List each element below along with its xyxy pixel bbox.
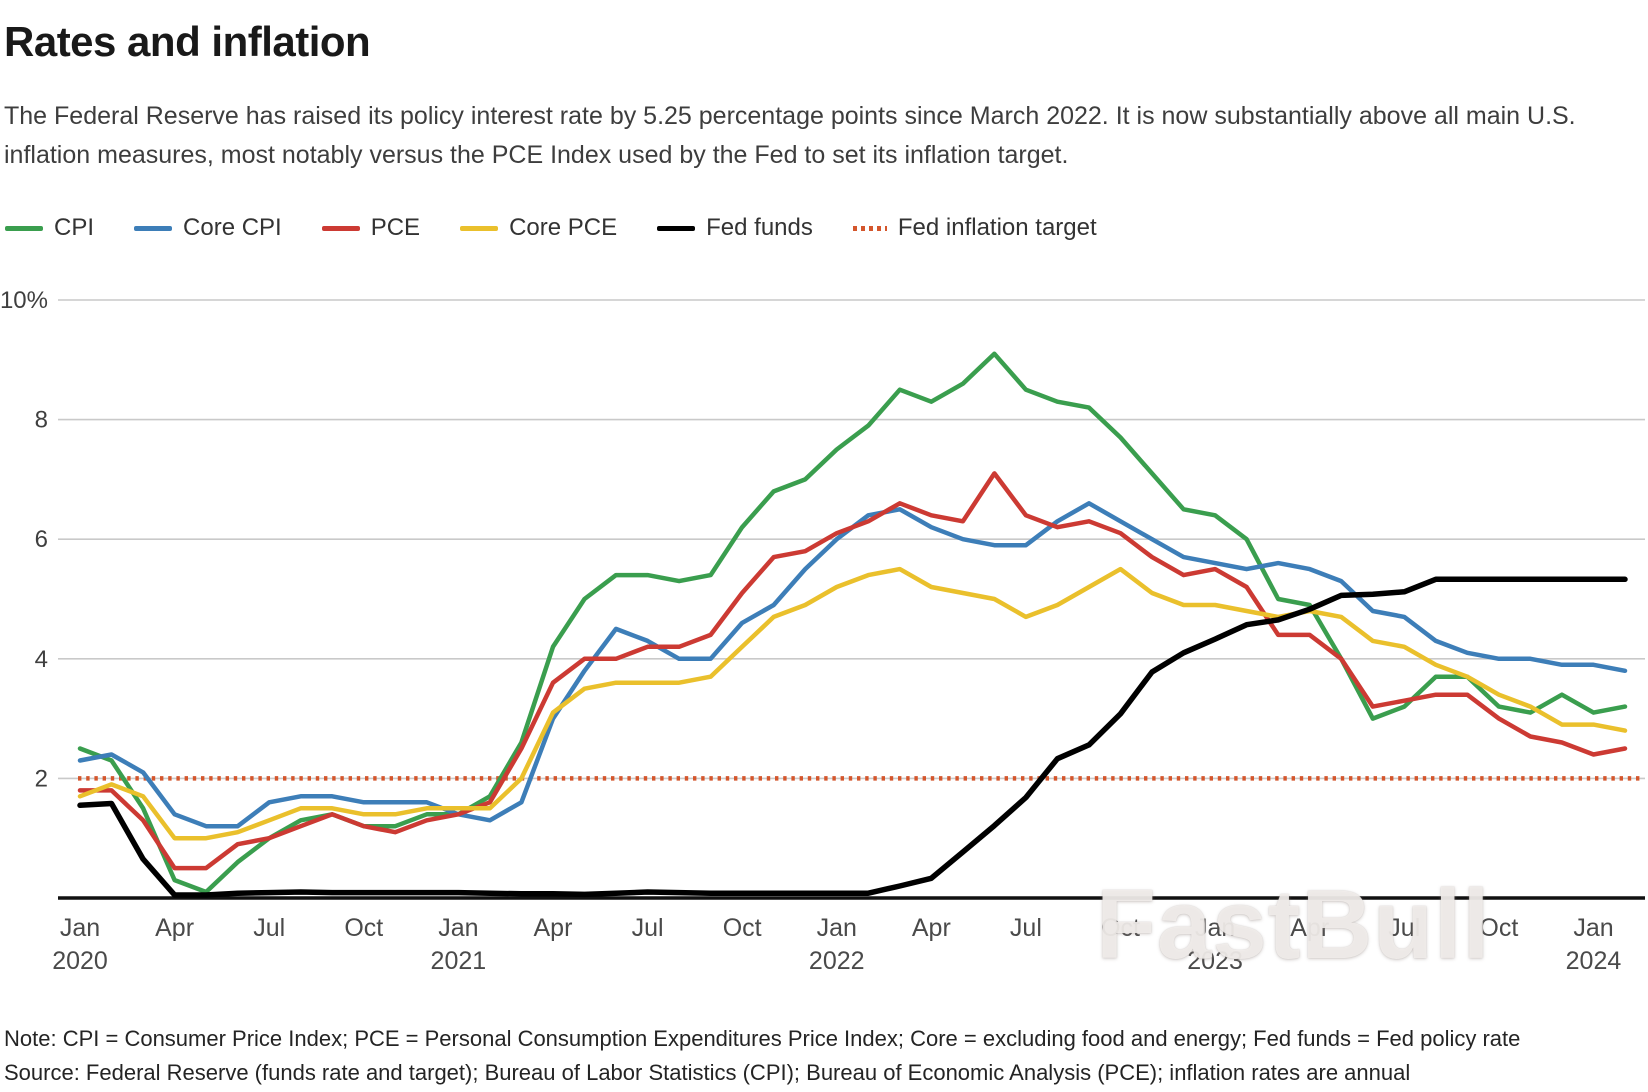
x-tick-label: Jul	[632, 914, 664, 942]
legend-item-core-pce: Core PCE	[460, 214, 617, 242]
legend-label: Core CPI	[183, 214, 282, 241]
x-tick-label: Apr	[1290, 914, 1329, 942]
legend-swatch-icon	[321, 225, 360, 231]
x-tick-label: Oct	[1101, 914, 1140, 942]
legend-item-fed-funds: Fed funds	[657, 214, 813, 242]
x-tick-label: Jul	[1010, 914, 1042, 942]
legend-swatch-icon	[5, 225, 43, 231]
x-tick-year-label: 2021	[431, 947, 487, 975]
legend-label: PCE	[370, 214, 421, 241]
x-tick-label: Jan	[438, 914, 478, 942]
legend-swatch-icon	[134, 225, 173, 231]
series-line-cpi	[77, 351, 1628, 895]
x-tick-label: Oct	[344, 914, 383, 942]
y-tick-label: 2	[35, 765, 48, 792]
y-tick-label: 4	[35, 646, 48, 673]
legend-swatch-icon	[852, 225, 887, 231]
chart-subtitle: The Federal Reserve has raised its polic…	[4, 102, 1576, 169]
y-tick-label: 10%	[0, 287, 48, 314]
x-tick-year-label: 2020	[52, 947, 108, 975]
y-tick-label: 6	[35, 526, 48, 553]
legend-label: Fed funds	[706, 214, 813, 241]
legend-label: CPI	[54, 214, 95, 241]
x-tick-label: Apr	[155, 914, 194, 942]
chart-footer: Note: CPI = Consumer Price Index; PCE = …	[4, 1022, 1520, 1090]
series-line-pce	[77, 471, 1628, 871]
x-tick-year-label: 2022	[809, 947, 865, 975]
y-tick-label: 8	[35, 407, 48, 434]
x-tick-year-label: 2024	[1566, 947, 1622, 975]
series-line-core-pce	[77, 566, 1628, 841]
page-title: Rates and inflation	[4, 18, 371, 65]
x-tick-label: Jul	[1388, 914, 1420, 942]
legend-item-core-cpi: Core CPI	[134, 214, 282, 242]
x-tick-label: Jul	[253, 914, 285, 942]
legend-label: Core PCE	[509, 214, 618, 241]
chart-source: Source: Federal Reserve (funds rate and …	[4, 1060, 1411, 1085]
x-tick-label: Jan	[817, 914, 857, 942]
x-tick-label: Jan	[1195, 914, 1235, 942]
watermark: FastBull	[1096, 869, 1491, 979]
legend-item-cpi: CPI	[5, 214, 94, 242]
x-tick-label: Apr	[912, 914, 951, 942]
chart-legend: CPI Core CPI PCE Core PCE Fed funds Fed infla…	[5, 214, 1097, 242]
x-tick-label: Oct	[1479, 914, 1518, 942]
x-tick-label: Apr	[534, 914, 573, 942]
x-tick-label: Oct	[723, 914, 762, 942]
x-tick-label: Jan	[1573, 914, 1613, 942]
legend-item-fed-inflation-target: Fed inflation target	[852, 214, 1097, 242]
chart-note: Note: CPI = Consumer Price Index; PCE = …	[4, 1026, 1521, 1051]
legend-swatch-icon	[460, 225, 499, 231]
series-line-fed-funds	[77, 576, 1628, 898]
legend-swatch-icon	[657, 225, 696, 231]
legend-label: Fed inflation target	[897, 214, 1097, 241]
x-tick-label: Jan	[60, 914, 100, 942]
legend-item-pce: PCE	[321, 214, 421, 242]
x-tick-year-label: 2023	[1187, 947, 1243, 975]
